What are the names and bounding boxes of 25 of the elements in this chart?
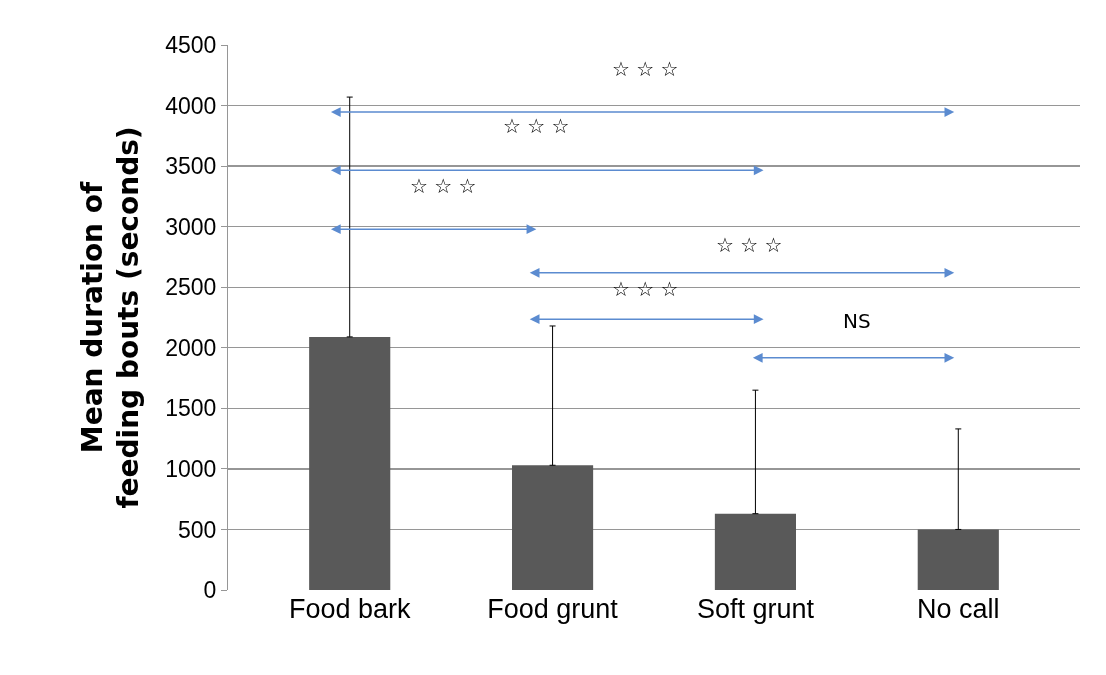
y-tick-label: 4000 — [165, 92, 217, 119]
y-tick-label: 3500 — [165, 153, 217, 180]
bar — [512, 465, 594, 590]
y-tick-label: 0 — [203, 577, 217, 604]
x-tick-label: No call — [917, 594, 1000, 624]
y-tick-label: 1500 — [165, 395, 217, 422]
x-tick-label: Food bark — [288, 594, 411, 624]
y-tick-label: 2500 — [165, 274, 217, 301]
y-tick-label: 2000 — [165, 334, 217, 361]
annotation: NS — [843, 309, 871, 333]
y-tick-label: 4500 — [165, 32, 217, 59]
y-tick-label: 3000 — [165, 213, 217, 240]
annotation: ☆ ☆ ☆ — [612, 277, 679, 301]
annotation: ☆ ☆ ☆ — [716, 233, 783, 257]
bar — [309, 336, 391, 590]
y-axis-title: Mean duration of feeding bouts (seconds) — [75, 126, 145, 509]
annotation: ☆ ☆ ☆ — [612, 57, 679, 81]
bar — [917, 529, 999, 590]
x-tick-label: Soft grunt — [696, 594, 815, 624]
y-tick-label: 500 — [178, 516, 217, 543]
x-tick-label: Food grunt — [487, 594, 619, 624]
y-tick-label: 1000 — [165, 455, 217, 482]
bar — [714, 513, 796, 590]
annotation: ☆ ☆ ☆ — [410, 174, 477, 198]
annotation: ☆ ☆ ☆ — [503, 114, 570, 138]
